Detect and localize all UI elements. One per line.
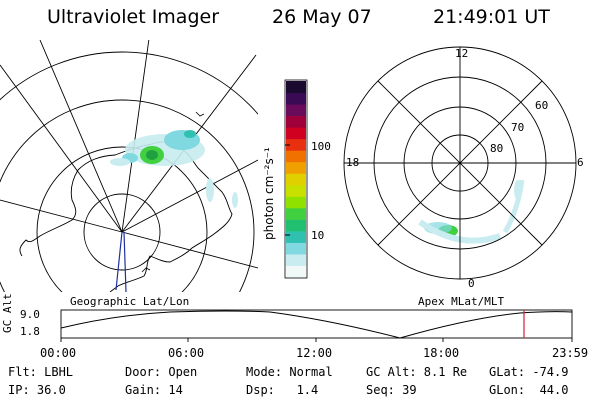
left-panel-caption: Geographic Lat/Lon (70, 295, 190, 308)
timeline-xtick: 06:00 (168, 346, 205, 360)
mlat-label-60: 60 (535, 99, 549, 112)
colorbar-segment (286, 138, 306, 151)
colorbar-segment (286, 207, 306, 220)
header-time: 21:49:01 UT (433, 6, 550, 28)
timeline-xtick: 23:59 (552, 346, 589, 360)
timeline-ytick: 9.0 (20, 308, 40, 321)
coastline-detail (141, 111, 205, 273)
colorbar-segment (286, 92, 306, 105)
altitude-timeline (60, 309, 573, 342)
mlt-label-6: 6 (577, 156, 584, 169)
colorbar-unit-label: photon cm⁻²s⁻¹ (262, 147, 276, 240)
colorbar-segment (286, 242, 306, 255)
timeline-ytick: 1.8 (20, 325, 40, 338)
timeline-ylabel: GC Alt (1, 293, 14, 333)
magnetic-polar-plot (343, 46, 577, 280)
status-mode: Mode: Normal (246, 365, 333, 379)
aurora-emission-mag (418, 179, 525, 244)
instrument-title: Ultraviolet Imager (47, 6, 220, 28)
status-door: Door: Open (125, 365, 198, 379)
colorbar-segment (286, 230, 306, 243)
colorbar-tick-label: 100 (311, 140, 331, 153)
meridian-line (0, 64, 123, 233)
lat-circle-80 (83, 193, 161, 271)
colorbar-segment (286, 219, 306, 232)
status-glon: GLon: 44.0 (489, 383, 569, 397)
colorbar-segment (286, 184, 306, 197)
timeline-frame (60, 309, 573, 339)
status-dsp: Dsp: 1.4 (246, 383, 319, 397)
geographic-map (0, 40, 258, 292)
status-seq: Seq: 39 (366, 383, 417, 397)
colorbar-frame (284, 79, 308, 279)
satellite-track (115, 231, 127, 292)
mlt-label-12: 12 (455, 47, 469, 60)
status-gain: Gain: 14 (125, 383, 183, 397)
right-panel-caption: Apex MLat/MLT (418, 295, 505, 308)
colorbar-segment (286, 127, 306, 140)
colorbar-segment (286, 150, 306, 163)
timeline-xtick: 18:00 (423, 346, 460, 360)
meridian-line (39, 40, 123, 233)
lat-circle-70 (36, 146, 208, 292)
status-glat: GLat: -74.9 (489, 365, 569, 379)
lat-circle-60 (0, 99, 255, 292)
mlt-label-18: 18 (346, 156, 360, 169)
meridian-line (121, 159, 258, 233)
aurora-emission (110, 130, 238, 208)
colorbar (284, 79, 308, 279)
colorbar-segment (286, 81, 306, 94)
timeline-xtick: 12:00 (296, 346, 333, 360)
status-filter: Flt: LBHL (8, 365, 74, 379)
colorbar-segment (286, 161, 306, 174)
colorbar-segment (286, 173, 306, 186)
meridian-line (121, 40, 150, 233)
mlat-label-70: 70 (511, 121, 525, 134)
mlt-diagonal (377, 80, 543, 246)
colorbar-tick-label: 10 (311, 229, 325, 242)
colorbar-segment (286, 196, 306, 209)
timeline-xtick: 00:00 (40, 346, 77, 360)
mlat-label-80: 80 (490, 142, 504, 155)
colorbar-segment (286, 265, 306, 278)
status-gc-alt: GC Alt: 8.1 Re (366, 365, 468, 379)
lat-circle-50 (0, 51, 258, 115)
colorbar-segment (286, 253, 306, 266)
status-ip: IP: 36.0 (8, 383, 66, 397)
altitude-curve (60, 310, 573, 339)
colorbar-segment (286, 104, 306, 117)
colorbar-segment (286, 115, 306, 128)
mlt-label-0: 0 (468, 277, 475, 290)
header-date: 26 May 07 (272, 6, 372, 28)
meridian-line (0, 199, 123, 233)
